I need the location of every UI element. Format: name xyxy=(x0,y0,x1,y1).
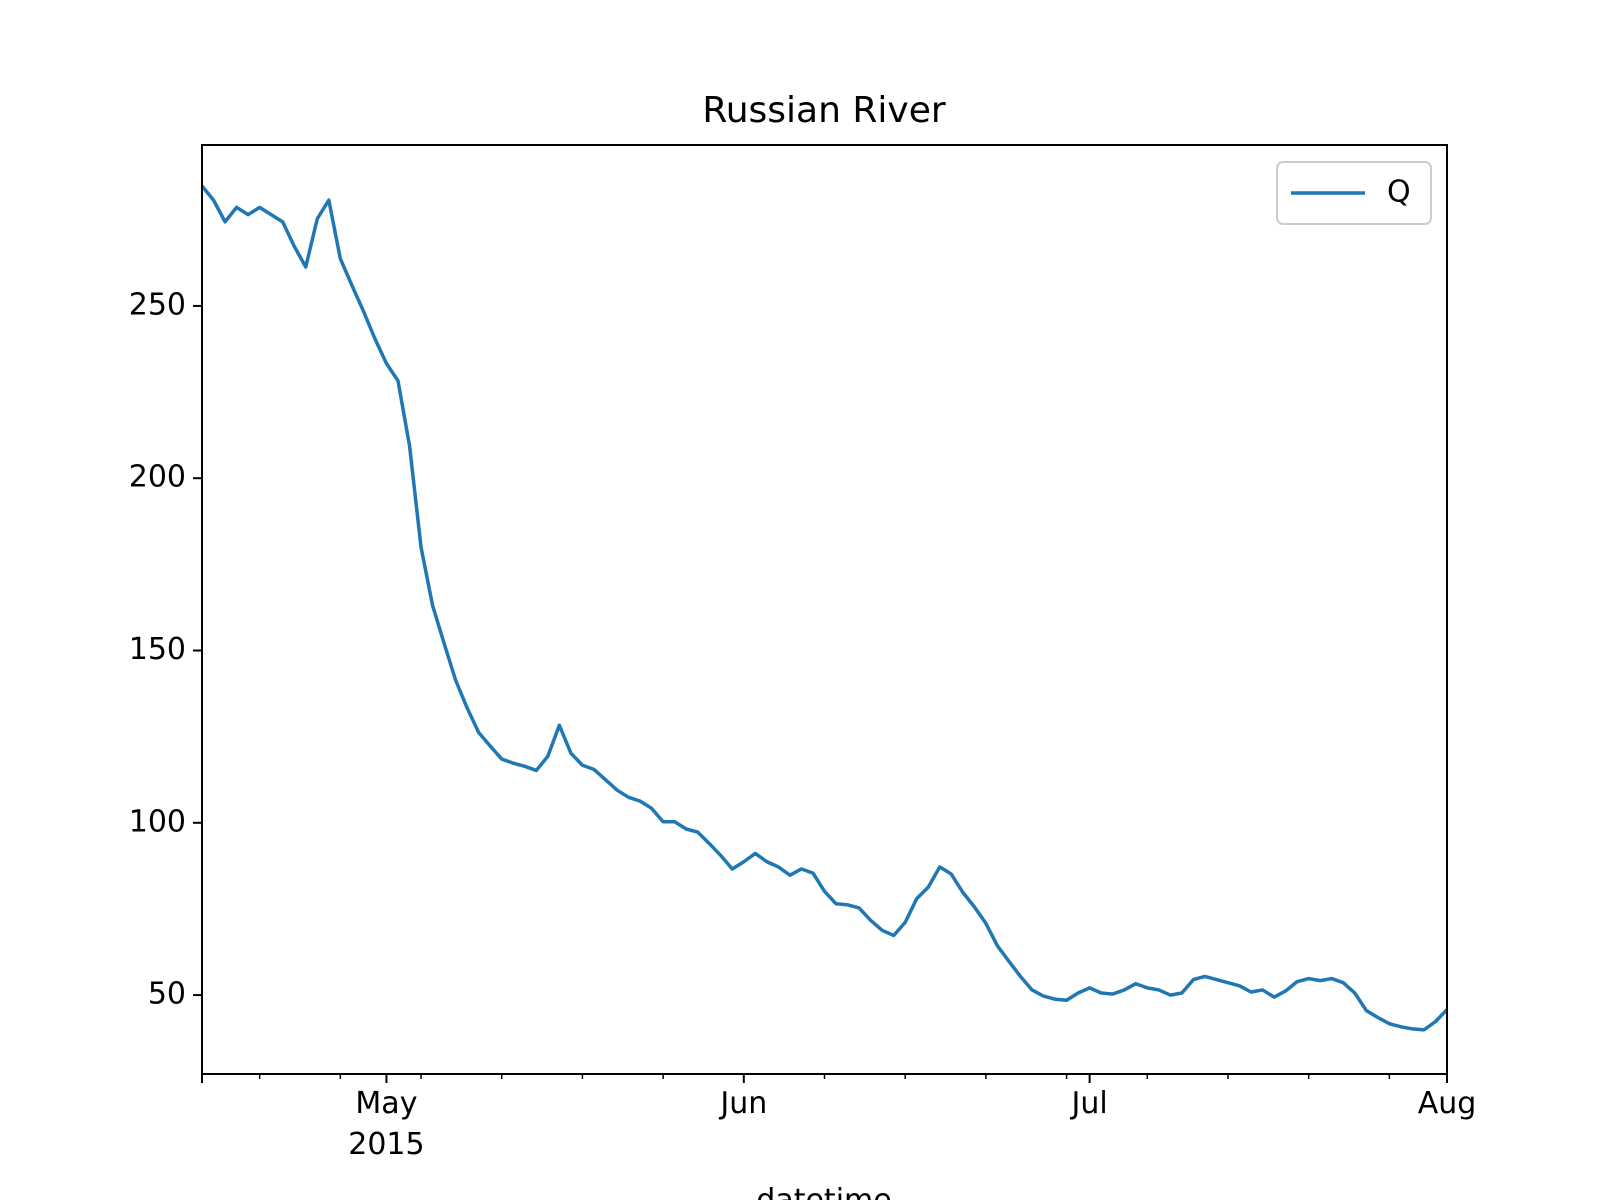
data-line xyxy=(202,184,1447,1032)
x-tick-label: Jul xyxy=(1070,1086,1108,1121)
plot-area xyxy=(202,184,1447,1032)
x-axis-label: datetime xyxy=(756,1183,891,1200)
y-tick-label: 250 xyxy=(129,287,186,322)
y-tick-label: 150 xyxy=(129,632,186,667)
y-tick-label: 100 xyxy=(129,804,186,839)
legend-label: Q xyxy=(1387,175,1411,210)
x-tick-label: Jun xyxy=(718,1086,767,1121)
axes-frame xyxy=(201,144,1448,1075)
x-tick-label: Aug xyxy=(1418,1086,1477,1121)
chart-title: Russian River xyxy=(702,90,946,131)
y-tick-label: 50 xyxy=(148,977,186,1012)
y-tick-label: 200 xyxy=(129,460,186,495)
x-tick-label: May 2015 xyxy=(348,1086,424,1162)
